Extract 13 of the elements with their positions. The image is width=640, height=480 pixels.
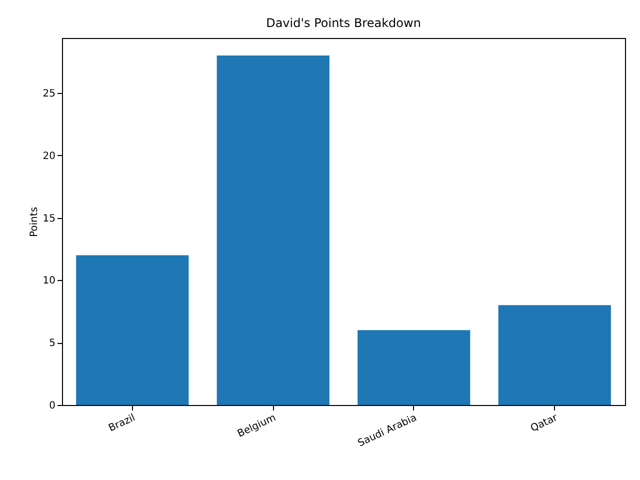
- chart-title: David's Points Breakdown: [266, 16, 421, 30]
- y-tick-label: 25: [42, 88, 56, 100]
- bar: [76, 255, 189, 405]
- y-tick-label: 5: [49, 338, 56, 350]
- y-tick-label: 15: [42, 213, 56, 224]
- bar: [358, 330, 470, 405]
- x-tick-label: Qatar: [529, 412, 560, 434]
- y-tick-label: 10: [42, 276, 56, 287]
- bar: [216, 55, 330, 405]
- bar: [498, 305, 611, 405]
- y-axis-title: Points: [28, 206, 40, 238]
- y-tick-label: 20: [42, 150, 56, 162]
- y-tick-label: 0: [49, 400, 56, 412]
